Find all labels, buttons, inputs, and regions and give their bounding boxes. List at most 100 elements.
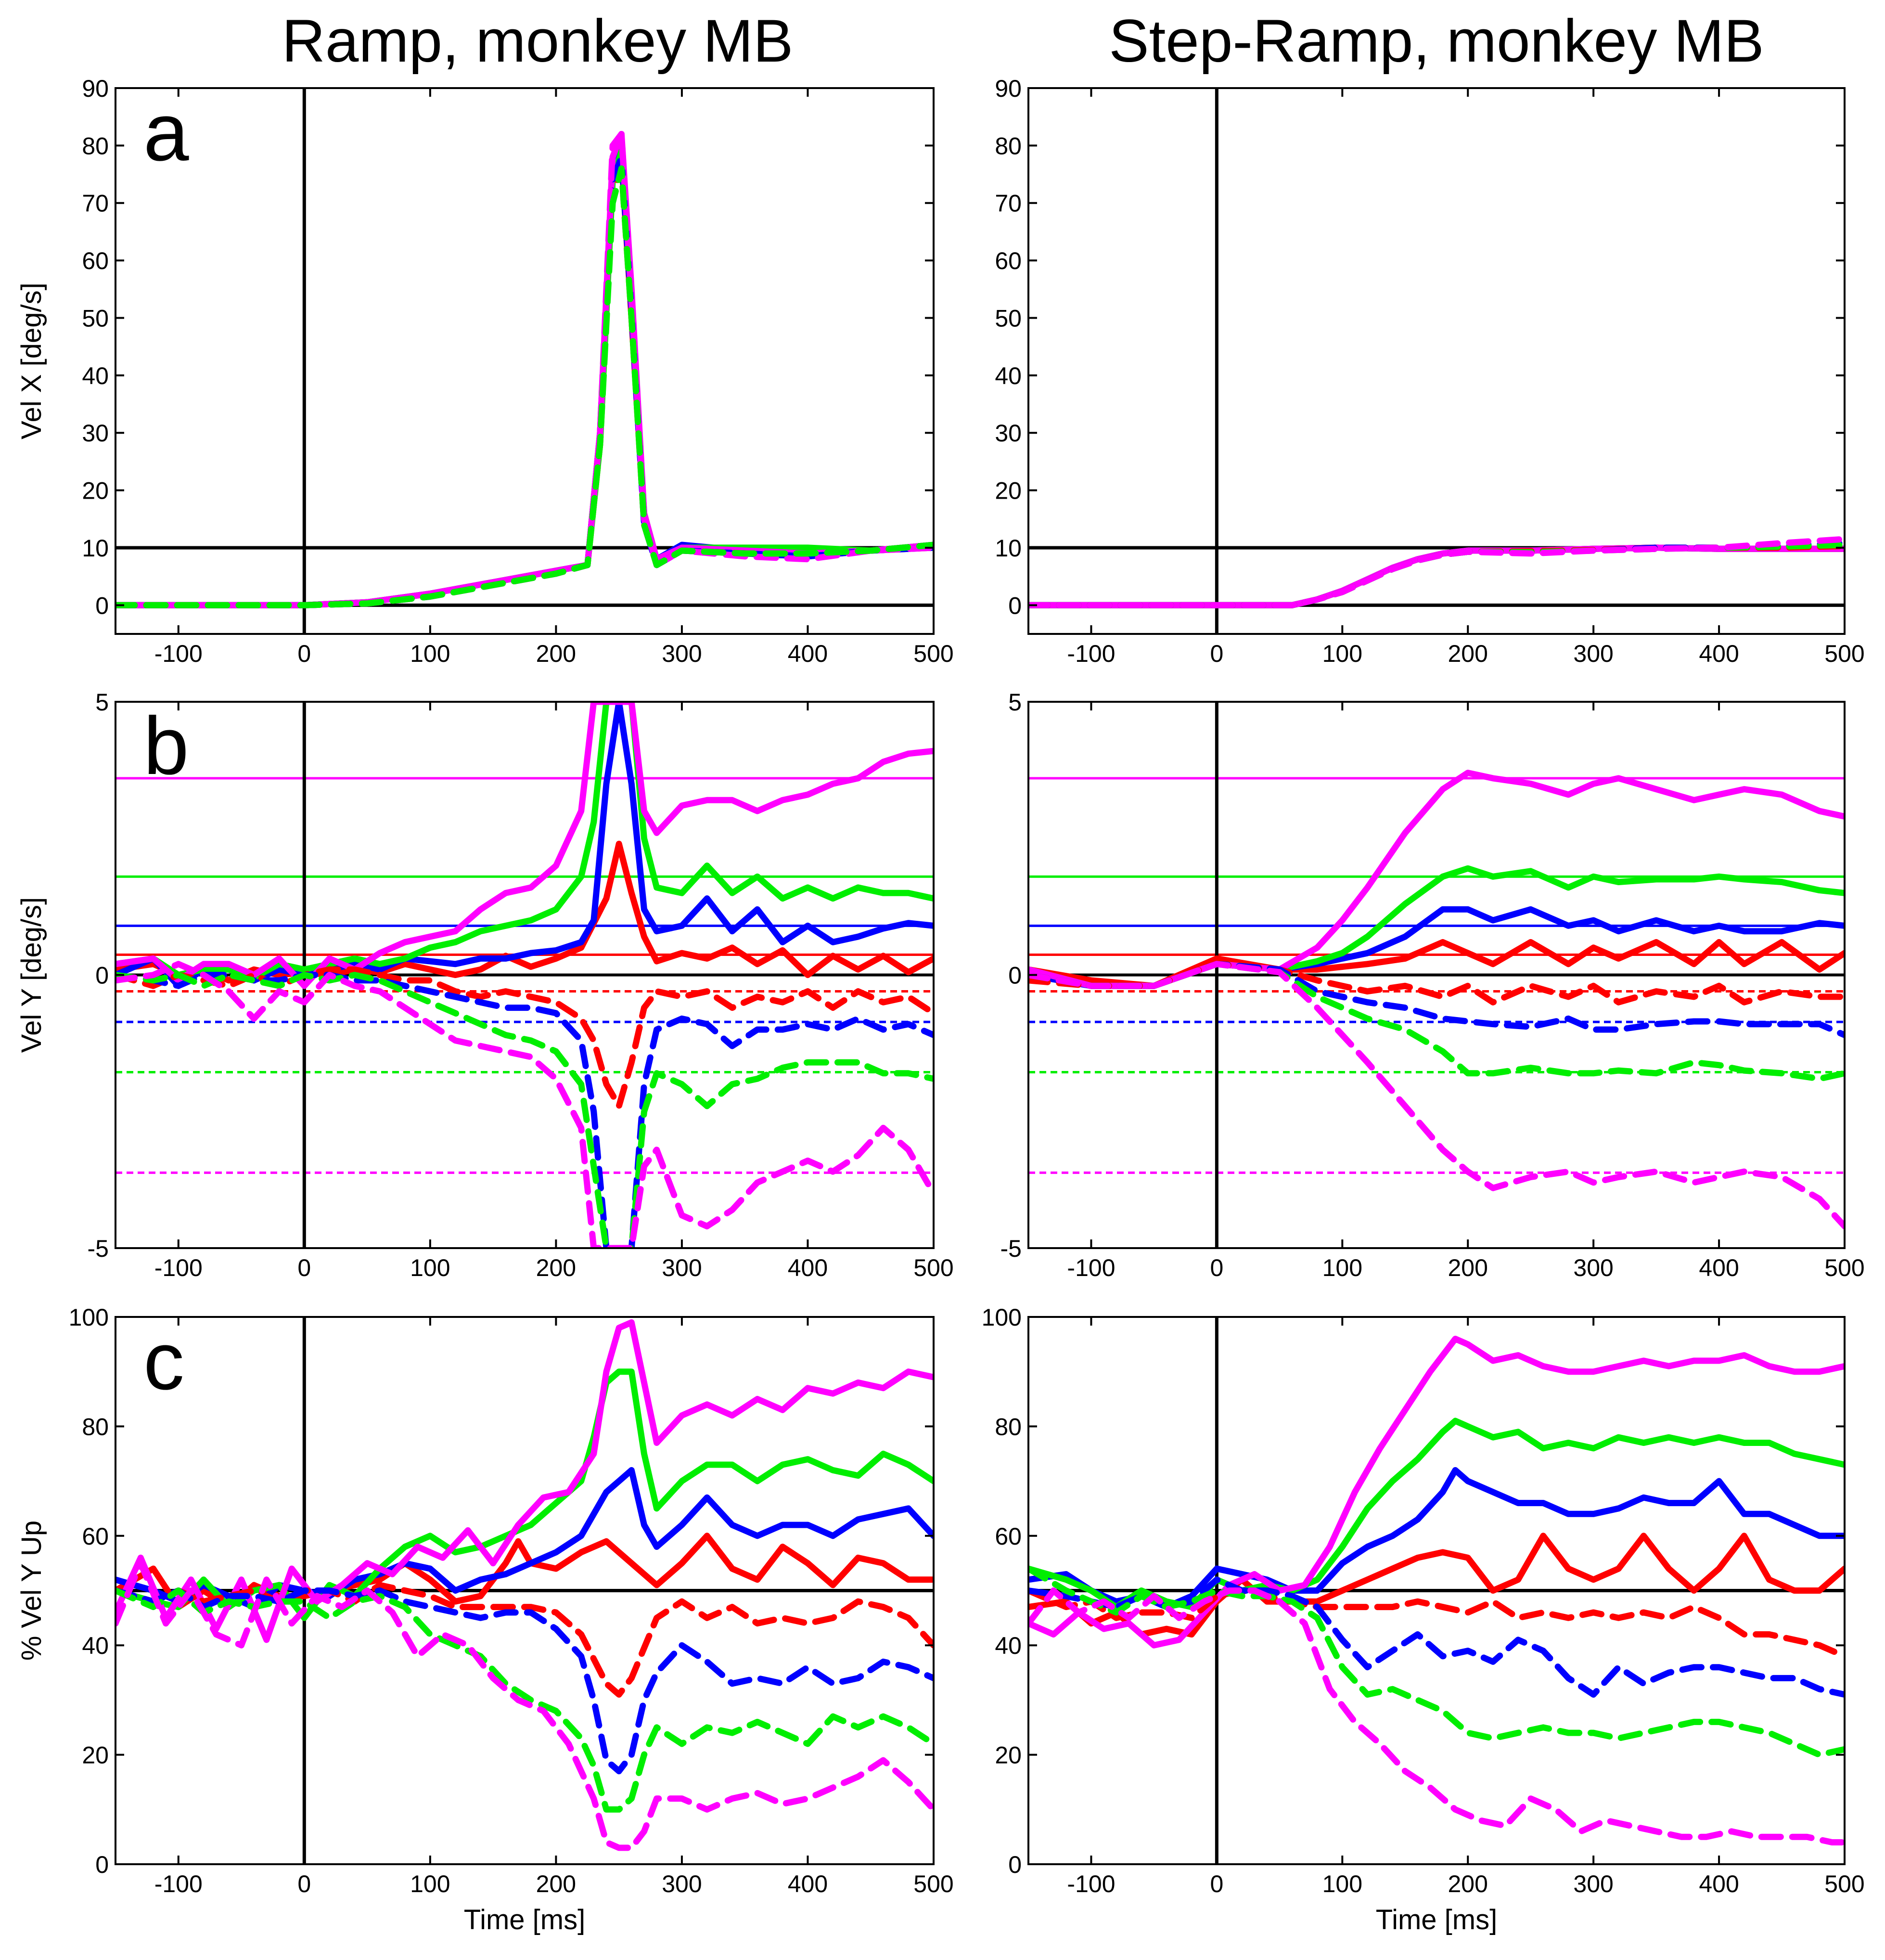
c-stepramp-ytick-label: 0 <box>1008 1851 1022 1878</box>
c-stepramp-xtick-label: 200 <box>1448 1870 1488 1897</box>
b-ramp-ytick-label: 5 <box>95 689 109 716</box>
chart-b-stepramp: -100 0 100 200 300 400 500 -5 0 5 <box>1000 689 1865 1281</box>
c-stepramp-ytick-label: 40 <box>995 1632 1022 1659</box>
a-ramp-ytick-label: 10 <box>82 535 109 562</box>
c-ramp-xtick-label: 400 <box>788 1870 828 1897</box>
a-stepramp-xtick-label: 500 <box>1824 640 1864 667</box>
b-stepramp-ytick-label: 0 <box>1008 962 1022 989</box>
a-ramp-xtick-label: 300 <box>662 640 702 667</box>
b-stepramp-xtick-label: -100 <box>1067 1254 1115 1281</box>
b-ramp-series-blue <box>115 702 934 989</box>
a-stepramp-ytick-label: 10 <box>995 535 1022 562</box>
c-ramp-xtick-label: 500 <box>913 1870 953 1897</box>
a-ramp-xtick-label: -100 <box>154 640 203 667</box>
a-ramp-series-magenta-dashed <box>115 131 934 608</box>
c-ramp-ytick-label: 20 <box>82 1742 109 1769</box>
b-ramp-series-blue-dashed <box>115 972 934 1248</box>
b-ramp-xtick-label: 300 <box>662 1254 702 1281</box>
a-ramp-ytick-label: 80 <box>82 132 109 159</box>
b-stepramp-xtick-label: 100 <box>1322 1254 1362 1281</box>
a-ramp-ytick-label: 40 <box>82 362 109 389</box>
chart-a-stepramp: -100 0 100 200 300 400 500 0 10 20 30 40 50 60 70 80 90 <box>995 75 1864 667</box>
b-ramp-plot-area <box>115 702 934 1248</box>
a-stepramp-xtick-label: 400 <box>1699 640 1739 667</box>
b-ramp-ytick-label: -5 <box>88 1235 109 1262</box>
c-ramp-ytick-label: 100 <box>69 1304 109 1331</box>
a-stepramp-ytick-label: 30 <box>995 420 1022 447</box>
c-ramp-xtick-label: 100 <box>410 1870 450 1897</box>
c-ramp-xtick-label: 300 <box>662 1870 702 1897</box>
c-stepramp-xtick-label: 100 <box>1322 1870 1362 1897</box>
b-stepramp-ytick-label: 5 <box>1008 689 1022 716</box>
a-ramp-ytick-label: 20 <box>82 477 109 504</box>
a-ramp-series-green-dashed <box>115 165 934 608</box>
c-stepramp-xtick-label: -100 <box>1067 1870 1115 1897</box>
a-ramp-ytick-label: 60 <box>82 247 109 274</box>
c-stepramp-frame <box>1027 1316 1846 1865</box>
b-ramp-xtick-label: 100 <box>410 1254 450 1281</box>
b-stepramp-series-magenta-dashed <box>1028 961 1845 1230</box>
a-stepramp-xtick-label: -100 <box>1067 640 1115 667</box>
a-ramp-ytick-label: 70 <box>82 190 109 217</box>
a-stepramp-frame <box>1027 87 1846 635</box>
a-ramp-ytick-label: 0 <box>95 592 109 619</box>
a-stepramp-xtick-label: 100 <box>1322 640 1362 667</box>
a-stepramp-ytick-label: 20 <box>995 477 1022 504</box>
c-ramp-series-blue-dashed <box>115 1587 934 1775</box>
c-stepramp-xlabel: Time [ms] <box>1376 1904 1497 1935</box>
c-ramp-xtick-label: 0 <box>297 1870 311 1897</box>
b-stepramp-ytick-label: -5 <box>1000 1235 1022 1262</box>
a-ramp-ylabel: Vel X [deg/s] <box>16 283 47 439</box>
c-stepramp-ytick-label: 20 <box>995 1742 1022 1769</box>
a-ramp-xtick-label: 100 <box>410 640 450 667</box>
chart-b-ramp: -100 0 100 200 300 400 500 -5 0 5 Vel Y [deg/s] b <box>16 689 954 1281</box>
a-stepramp-ytick-label: 60 <box>995 247 1022 274</box>
a-stepramp-xtick-label: 200 <box>1448 640 1488 667</box>
a-ramp-plot-area <box>115 88 934 634</box>
c-ramp-panel-letter: c <box>143 1315 184 1407</box>
a-ramp-xtick-label: 400 <box>788 640 828 667</box>
c-ramp-plot-area <box>115 1317 934 1864</box>
a-ramp-ytick-label: 50 <box>82 305 109 332</box>
c-ramp-ytick-label: 80 <box>82 1413 109 1440</box>
c-ramp-series-blue <box>115 1467 934 1611</box>
a-stepramp-series-magenta-dashed <box>1028 536 1845 608</box>
a-stepramp-ytick-label: 50 <box>995 305 1022 332</box>
a-stepramp-ytick-label: 80 <box>995 132 1022 159</box>
a-ramp-ytick-label: 90 <box>82 75 109 102</box>
b-ramp-panel-letter: b <box>143 700 189 792</box>
a-stepramp-xtick-label: 0 <box>1210 640 1223 667</box>
a-stepramp-ytick-label: 70 <box>995 190 1022 217</box>
b-stepramp-xtick-label: 400 <box>1699 1254 1739 1281</box>
chart-c-stepramp: -100 0 100 200 300 400 500 0 20 40 60 80 100 Time [ms… <box>982 1304 1865 1935</box>
c-ramp-series-magenta-dashed <box>115 1560 934 1851</box>
b-ramp-ylabel: Vel Y [deg/s] <box>16 897 47 1053</box>
c-ramp-xlabel: Time [ms] <box>464 1904 585 1935</box>
b-stepramp-xtick-label: 200 <box>1448 1254 1488 1281</box>
a-ramp-ytick-label: 30 <box>82 420 109 447</box>
c-ramp-frame <box>115 1316 935 1865</box>
b-ramp-xtick-label: 200 <box>536 1254 576 1281</box>
b-ramp-series-magenta-dashed <box>115 961 934 1248</box>
column-title-step-ramp: Step-Ramp, monkey MB <box>1109 8 1764 75</box>
a-ramp-xtick-label: 500 <box>913 640 953 667</box>
a-stepramp-plot-area <box>1028 88 1845 634</box>
c-stepramp-series-red <box>1028 1533 1845 1638</box>
c-stepramp-series-magenta-dashed <box>1028 1587 1845 1845</box>
b-stepramp-xtick-label: 300 <box>1573 1254 1613 1281</box>
c-ramp-series-green-dashed <box>115 1587 934 1813</box>
b-stepramp-xtick-label: 0 <box>1210 1254 1223 1281</box>
b-ramp-series-green-dashed <box>115 972 934 1248</box>
c-ramp-xtick-label: 200 <box>536 1870 576 1897</box>
column-title-ramp: Ramp, monkey MB <box>282 8 794 75</box>
b-stepramp-plot-area <box>1028 702 1845 1248</box>
a-stepramp-ytick-label: 90 <box>995 75 1022 102</box>
c-stepramp-ytick-label: 60 <box>995 1523 1022 1550</box>
c-stepramp-xtick-label: 400 <box>1699 1870 1739 1897</box>
chart-c-ramp: -100 0 100 200 300 400 500 0 20 40 60 80 100 % Vel Y … <box>16 1304 954 1935</box>
c-ramp-ylabel: % Vel Y Up <box>16 1521 47 1661</box>
b-ramp-xtick-label: -100 <box>154 1254 203 1281</box>
a-stepramp-xtick-label: 300 <box>1573 640 1613 667</box>
a-ramp-xtick-label: 0 <box>297 640 311 667</box>
